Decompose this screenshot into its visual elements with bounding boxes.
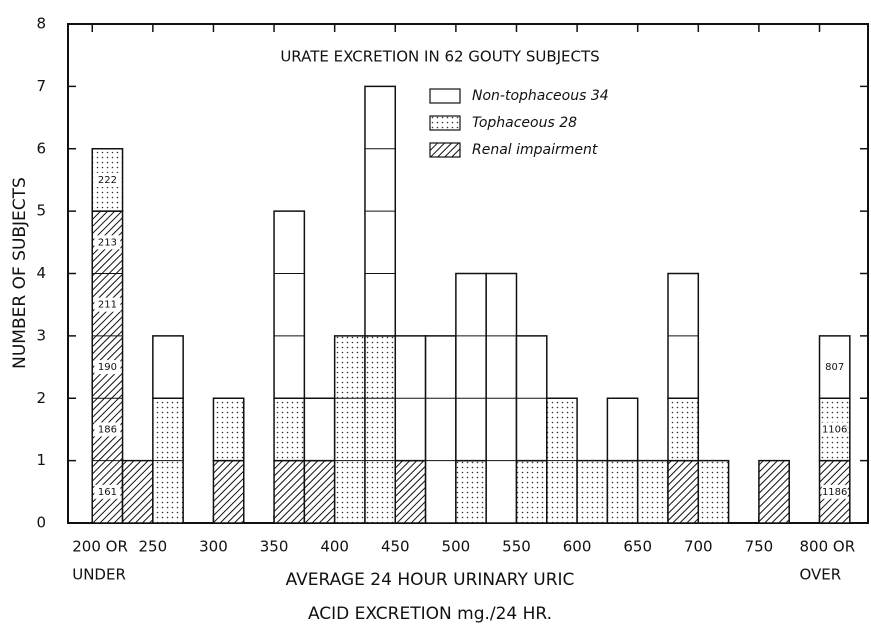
bar-segment: [364, 335, 397, 524]
y-tick-label: 6: [36, 139, 46, 157]
y-tick-label: 2: [36, 389, 46, 407]
bar-segment: [303, 459, 336, 524]
x-tick-label: 650: [623, 538, 652, 556]
annotation: UNDER: [72, 566, 126, 584]
x-tick-label: 500: [442, 538, 471, 556]
x-tick-label: 550: [502, 538, 531, 556]
cell-label-bg: [94, 422, 121, 437]
bar-segment: [212, 459, 245, 524]
bar-segment: [667, 397, 700, 462]
bar-segment: [212, 397, 245, 462]
cell-label: 211: [98, 300, 117, 311]
bar-segment: [758, 459, 790, 524]
cell-label: 161: [98, 487, 117, 498]
y-tick-label: 5: [36, 202, 46, 220]
bar-segment: [273, 459, 306, 524]
cell-label-bg: [821, 484, 848, 499]
cell-label-bg: [821, 422, 848, 437]
bar-segment: [667, 459, 700, 524]
bar-segment: [303, 397, 336, 462]
x-tick-label: 350: [260, 538, 289, 556]
x-tick-label: 300: [199, 538, 228, 556]
legend-swatch: [429, 115, 461, 131]
x-tick-label: 700: [684, 538, 713, 556]
bar-segment: [636, 459, 669, 524]
x-tick-label: 600: [563, 538, 592, 556]
cell-label-bg: [821, 360, 848, 375]
bar-segment: [455, 272, 487, 462]
bar-segment: [455, 459, 487, 524]
x-tick-label: 400: [320, 538, 349, 556]
bar-segment: [333, 335, 366, 524]
x-tick-label: 750: [745, 538, 774, 556]
x-tick-label: 200 OR: [72, 538, 128, 556]
legend-label: Non-tophaceous 34: [472, 88, 609, 104]
cell-label-bg: [94, 172, 121, 187]
legend-swatch: [429, 88, 461, 104]
bar-segment: [606, 397, 639, 462]
cell-label: 213: [98, 237, 117, 248]
cell-label: 190: [98, 362, 117, 373]
bar-segment: [515, 459, 548, 524]
x-tick-label: 250: [139, 538, 168, 556]
cell-label: 186: [98, 424, 117, 435]
bar-segment: [273, 210, 306, 399]
y-tick-label: 1: [36, 451, 46, 469]
y-tick-label: 0: [36, 514, 46, 532]
cell-label: 222: [98, 175, 117, 186]
x-axis-label: ACID EXCRETION mg./24 HR.: [308, 604, 552, 624]
y-tick-label: 3: [36, 326, 46, 344]
x-tick-label: 800 OR: [800, 538, 856, 556]
y-axis-label: NUMBER OF SUBJECTS: [10, 177, 30, 369]
legend-label: Renal impairment: [472, 142, 598, 158]
bar-segment: [576, 459, 609, 524]
legend-swatch: [429, 142, 461, 158]
chart-title: URATE EXCRETION IN 62 GOUTY SUBJECTS: [280, 48, 599, 66]
cell-label-bg: [94, 360, 121, 375]
x-tick-label: 450: [381, 538, 410, 556]
y-tick-label: 8: [36, 15, 46, 33]
cell-label-bg: [94, 484, 121, 499]
x-axis-label: AVERAGE 24 HOUR URINARY URIC: [286, 570, 575, 590]
bar-segment: [424, 335, 457, 524]
bar-segment: [394, 459, 427, 524]
legend-label: Tophaceous 28: [472, 115, 577, 131]
bar-segment: [273, 397, 306, 462]
cell-label: 807: [825, 362, 844, 373]
bar-segment: [121, 459, 154, 524]
bar-segment: [606, 459, 639, 524]
bar-segment: [697, 459, 730, 524]
cell-label-bg: [94, 235, 121, 250]
cell-label: 1106: [822, 424, 847, 435]
bar-segment: [152, 335, 184, 399]
cell-label: 1186: [822, 487, 847, 498]
y-tick-label: 7: [36, 77, 46, 95]
cell-label-bg: [94, 297, 121, 312]
annotation: OVER: [800, 566, 842, 584]
y-tick-label: 4: [36, 264, 46, 282]
